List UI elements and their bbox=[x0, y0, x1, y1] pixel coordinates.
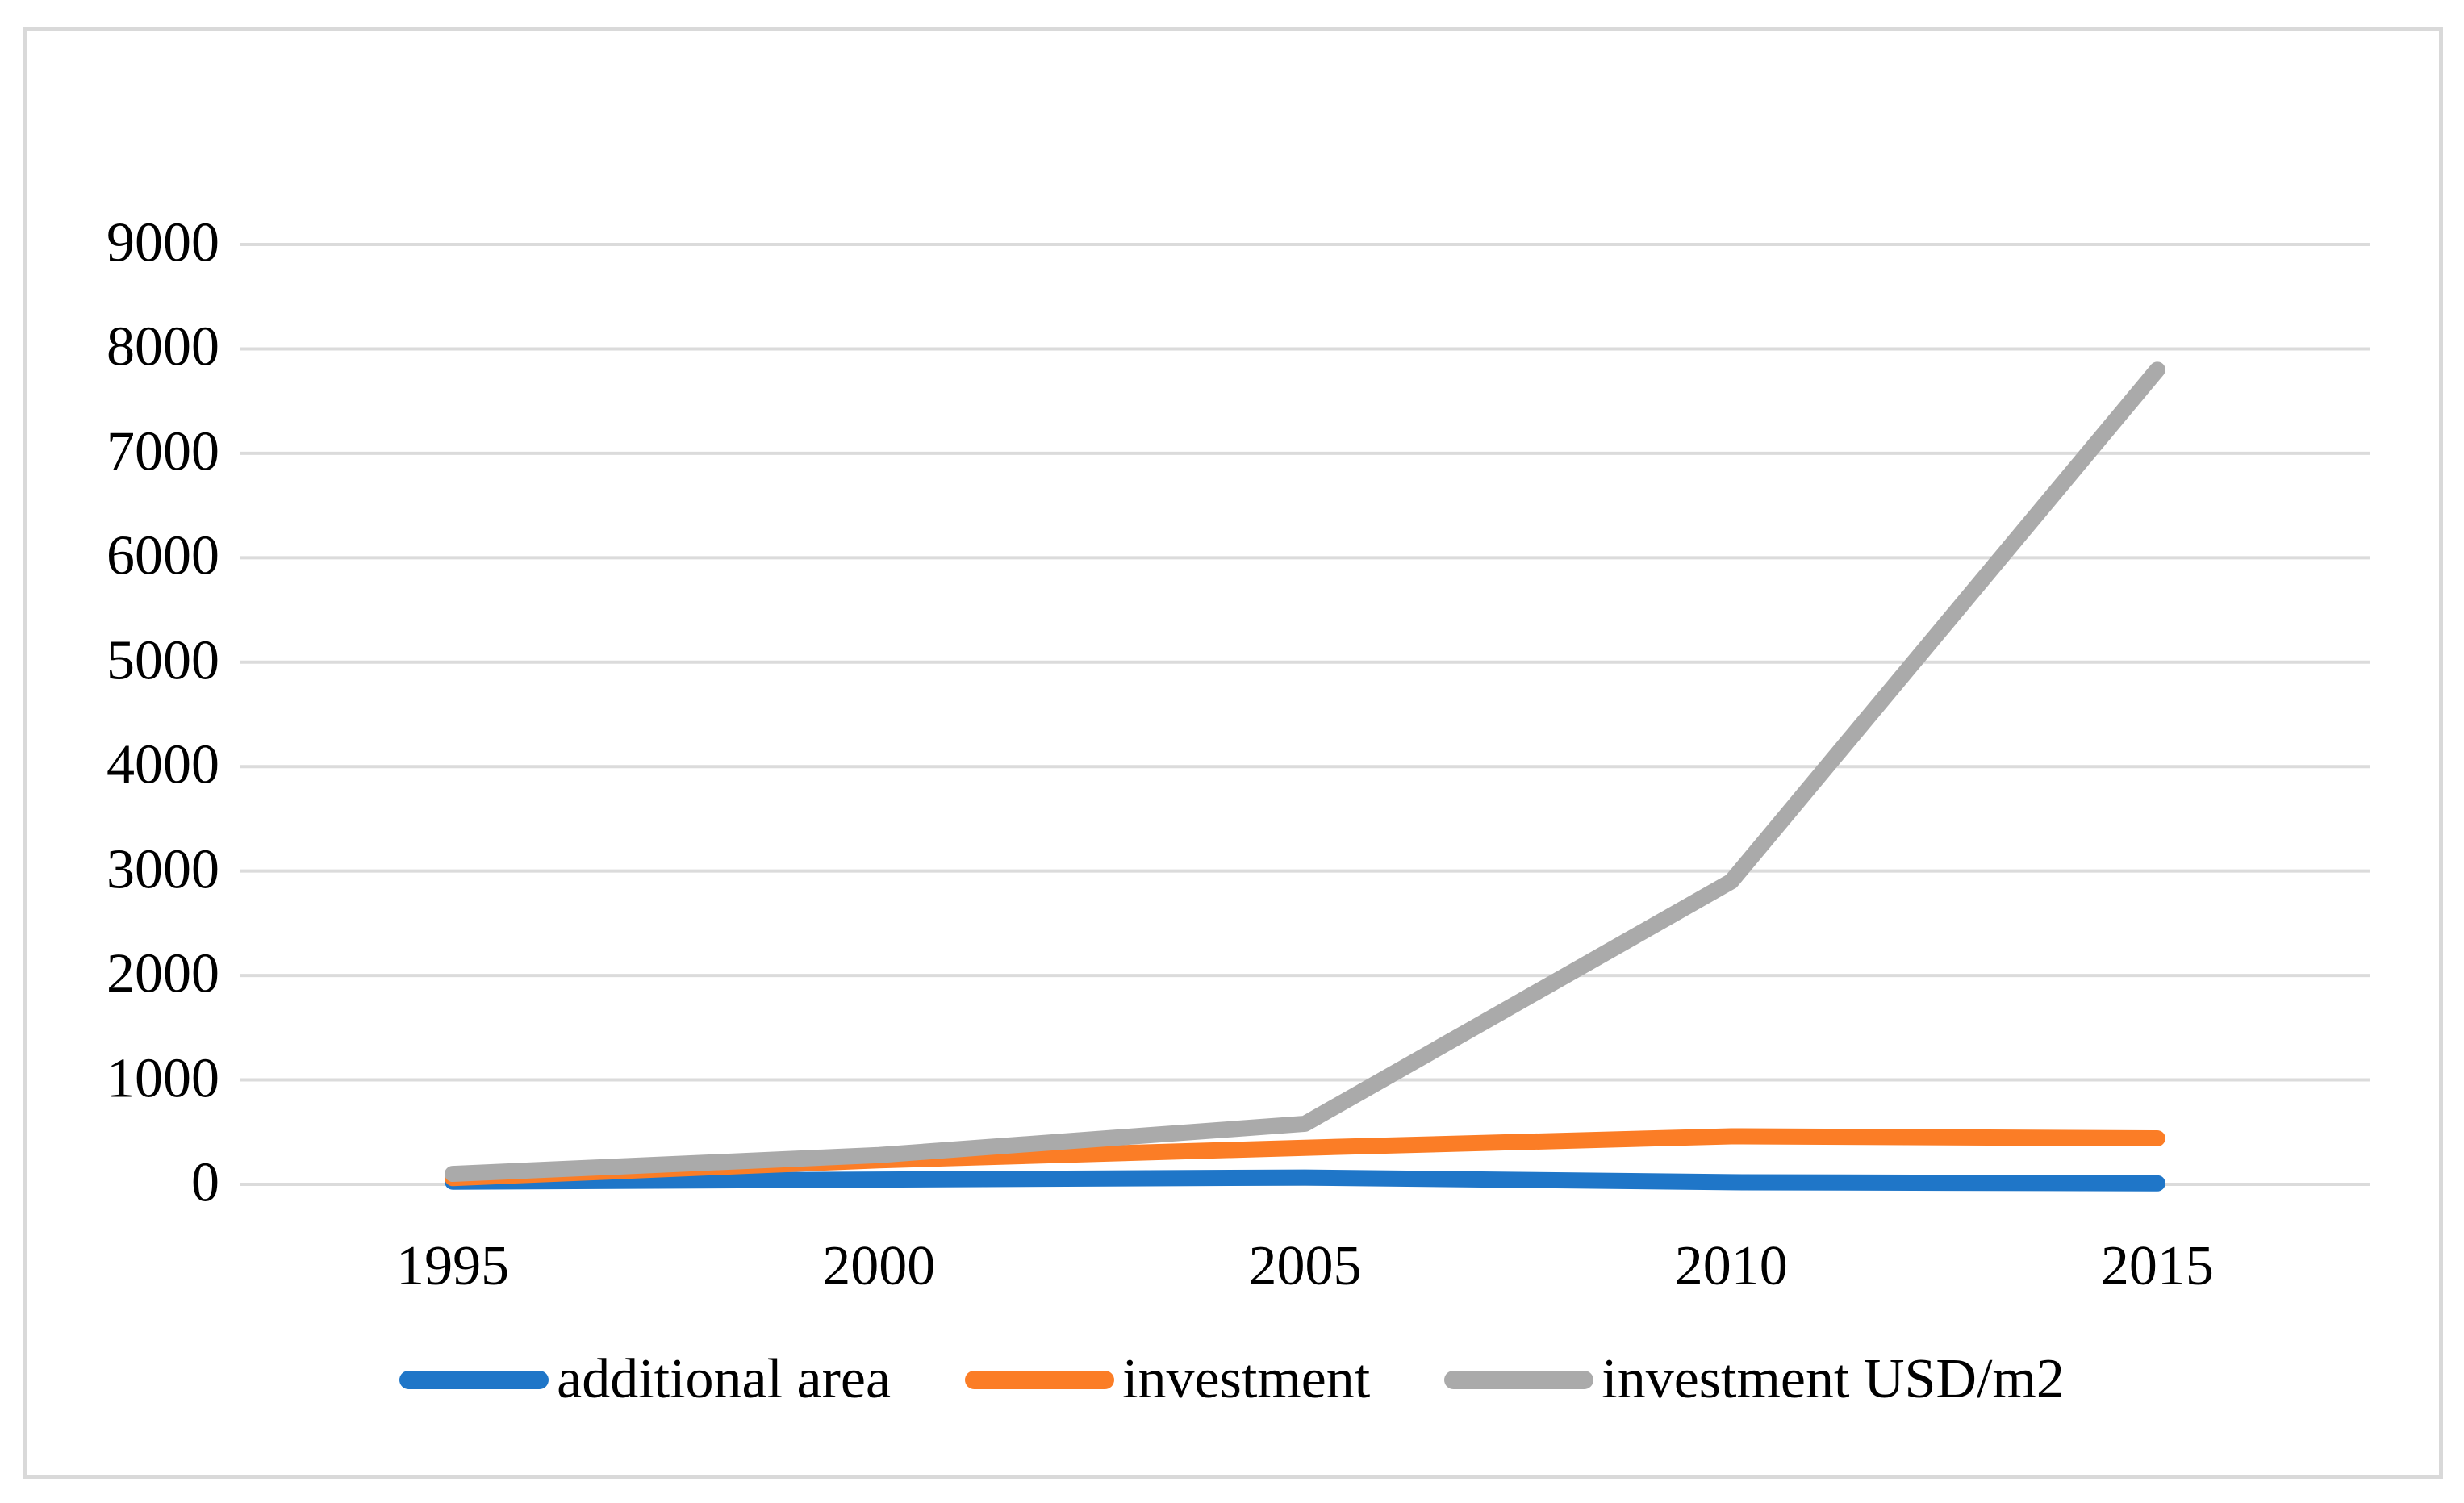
legend-swatch-icon bbox=[965, 1370, 1115, 1389]
x-axis-tick-label: 2010 bbox=[1674, 1235, 1788, 1297]
legend-item: investment USD/m2 bbox=[1444, 1346, 2065, 1413]
y-axis-tick-label: 1000 bbox=[106, 1047, 219, 1110]
y-axis-tick-label: 3000 bbox=[106, 838, 219, 901]
chart-outer-border bbox=[23, 27, 2443, 1479]
series-line-additional-area bbox=[445, 1169, 2165, 1192]
legend-item: investment bbox=[965, 1346, 1370, 1413]
x-axis-tick-label: 1995 bbox=[396, 1235, 510, 1297]
series-line-investment-usd-m2 bbox=[445, 361, 2165, 1183]
chart-legend: additional area investment investment USD/… bbox=[0, 1346, 2464, 1413]
legend-item: additional area bbox=[399, 1346, 891, 1413]
legend-label: investment bbox=[1122, 1348, 1371, 1410]
legend-label: additional area bbox=[557, 1348, 892, 1410]
legend-swatch-icon bbox=[1444, 1370, 1594, 1389]
y-axis-tick-label: 2000 bbox=[106, 942, 219, 1005]
y-axis-tick-label: 5000 bbox=[106, 629, 219, 692]
y-axis-tick-label: 0 bbox=[191, 1151, 219, 1214]
x-axis-tick-label: 2015 bbox=[2100, 1235, 2214, 1297]
x-axis-tick-label: 2000 bbox=[822, 1235, 936, 1297]
y-axis-tick-label: 6000 bbox=[106, 524, 219, 587]
legend-swatch-icon bbox=[399, 1370, 549, 1389]
y-axis-tick-label: 7000 bbox=[106, 420, 219, 483]
legend-label: investment USD/m2 bbox=[1602, 1348, 2065, 1410]
y-axis-tick-label: 8000 bbox=[106, 316, 219, 379]
x-axis-tick-label: 2005 bbox=[1248, 1235, 1362, 1297]
y-axis-tick-label: 9000 bbox=[106, 211, 219, 274]
y-axis-tick-label: 4000 bbox=[106, 733, 219, 796]
